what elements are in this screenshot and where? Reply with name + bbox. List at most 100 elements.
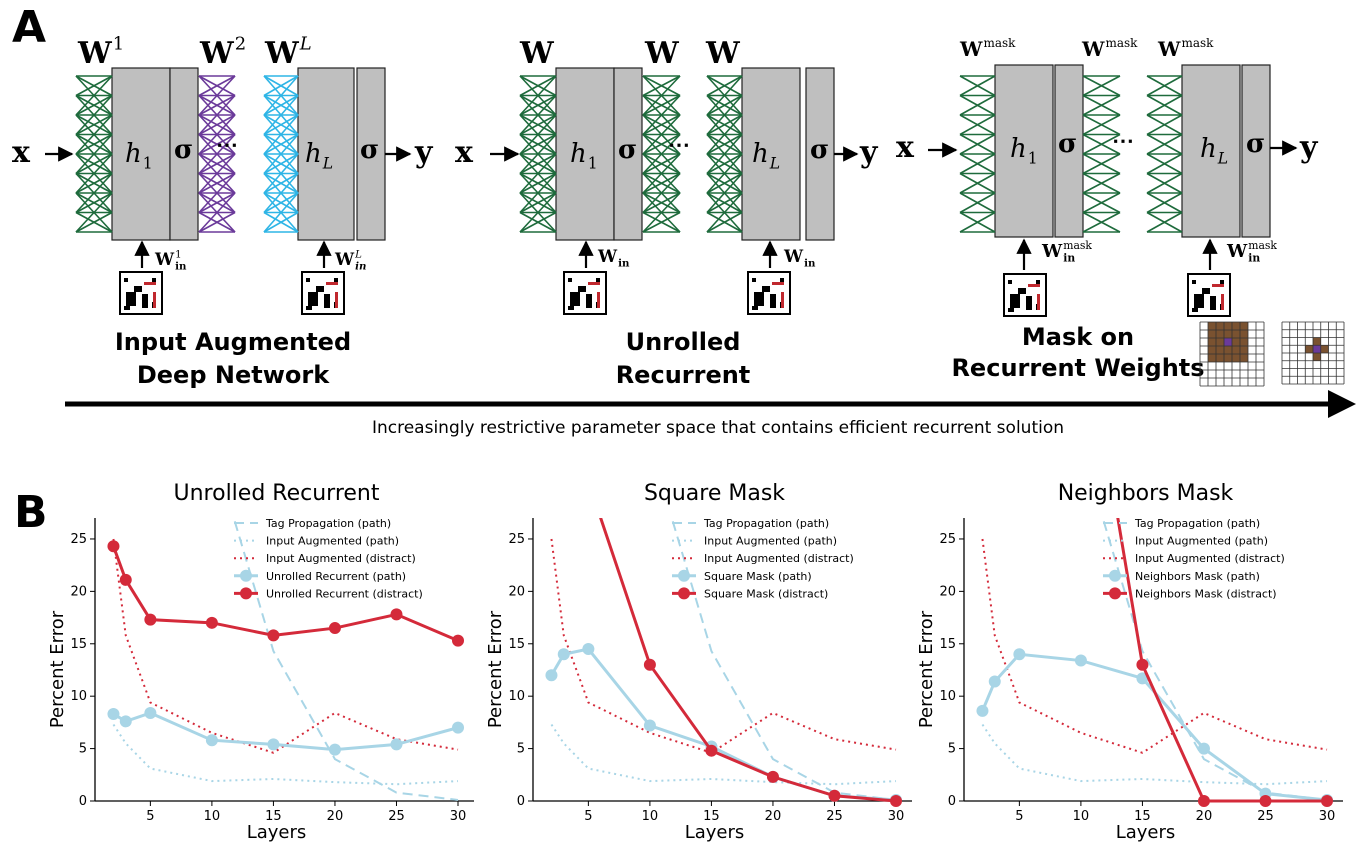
mask-cell — [1216, 322, 1224, 330]
x-tick-label: 5 — [584, 809, 592, 824]
maze-wall — [1008, 308, 1014, 312]
math-base: W — [77, 36, 113, 71]
math-label: Win — [783, 247, 816, 269]
math-label: σ — [1246, 129, 1265, 159]
maze-path — [1028, 284, 1040, 287]
legend-label: Neighbors Mask (path) — [1135, 570, 1260, 583]
y-tick-label: 20 — [70, 584, 87, 599]
maze-wall — [754, 292, 764, 306]
maze-icon — [748, 272, 790, 314]
mask-cell — [1224, 322, 1232, 330]
y-axis-label: Percent Error — [916, 610, 937, 728]
math-label: W1 — [77, 34, 124, 72]
maze-wall — [334, 278, 338, 282]
weight-connections — [76, 76, 112, 232]
legend-label: Tag Propagation (path) — [703, 517, 829, 530]
mask-cell — [1224, 346, 1232, 354]
math-sub: in — [1248, 252, 1260, 265]
y-tick-label: 5 — [517, 742, 525, 757]
data-point — [329, 744, 341, 756]
maze-wall — [306, 306, 312, 310]
maze-wall — [126, 292, 136, 306]
maze-wall — [1018, 288, 1026, 294]
legend-label: Input Augmented (path) — [266, 535, 399, 548]
data-point — [989, 676, 1001, 688]
maze-wall — [1036, 280, 1040, 284]
x-axis-label: Layers — [1116, 822, 1176, 843]
legend-marker — [678, 570, 690, 582]
x-tick-label: 15 — [703, 809, 720, 824]
math-label: y — [414, 135, 434, 170]
math-base: W — [644, 36, 680, 71]
data-point — [120, 574, 132, 586]
legend-label: Input Augmented (distract) — [704, 552, 854, 565]
maze-wall — [586, 294, 592, 308]
mask-cell — [1313, 345, 1321, 353]
section-title: Deep Network — [137, 361, 330, 389]
data-point — [644, 720, 656, 732]
weight-connections — [1147, 76, 1182, 232]
legend-label: Unrolled Recurrent (path) — [266, 570, 406, 583]
data-point — [1013, 648, 1025, 660]
data-point — [644, 659, 656, 671]
math-base: W — [597, 247, 618, 267]
math-sup: mask — [1063, 239, 1092, 252]
math-base: x — [12, 135, 31, 170]
mask-cell — [1208, 322, 1216, 330]
mask-cell — [1232, 346, 1240, 354]
maze-wall — [152, 278, 156, 282]
maze-icon — [564, 272, 606, 314]
mask-cell — [1240, 354, 1248, 362]
mask-cell — [1240, 330, 1248, 338]
math-label: Wmaskin — [1041, 239, 1092, 265]
x-tick-label: 30 — [1319, 809, 1336, 824]
maze-wall — [570, 292, 580, 306]
math-label: Wmask — [1081, 36, 1138, 61]
chart-title: Neighbors Mask — [1058, 481, 1234, 506]
caption: Increasingly restrictive parameter space… — [372, 418, 1064, 438]
maze-wall — [780, 278, 784, 282]
math-label: σ — [810, 135, 829, 165]
y-tick-label: 5 — [948, 742, 956, 757]
data-point — [767, 771, 779, 783]
figure: A B Increasingly restrictive parameter s… — [0, 0, 1358, 845]
mask-cell — [1232, 354, 1240, 362]
maze-wall — [762, 286, 770, 292]
section-title: Recurrent — [616, 361, 751, 389]
y-tick-label: 15 — [508, 637, 525, 652]
maze-wall — [124, 278, 128, 282]
math-label: ⋯ — [216, 132, 238, 158]
panel-label: B — [14, 487, 48, 538]
mask-grid — [1200, 322, 1264, 386]
maze-path — [1212, 284, 1224, 287]
mask-cell — [1208, 354, 1216, 362]
mask-cell — [1224, 330, 1232, 338]
legend-label: Neighbors Mask (distract) — [1135, 587, 1277, 600]
math-sup: mask — [983, 36, 1016, 50]
x-tick-label: 15 — [1134, 809, 1151, 824]
math-sub: 1 — [143, 155, 153, 173]
math-base: σ — [1058, 129, 1077, 159]
math-label: W1in — [154, 249, 187, 272]
mask-cell — [1240, 322, 1248, 330]
mask-cell — [1305, 345, 1313, 353]
math-sub: L — [322, 155, 333, 173]
y-tick-label: 5 — [79, 742, 87, 757]
data-point — [206, 734, 218, 746]
math-sup: L — [354, 249, 362, 260]
math-base: y — [414, 135, 434, 170]
maze-path — [153, 292, 156, 308]
maze-icon — [120, 272, 162, 314]
maze-wall — [578, 286, 586, 292]
y-tick-label: 0 — [948, 794, 956, 809]
legend-label: Tag Propagation (path) — [1134, 517, 1260, 530]
legend-label: Input Augmented (distract) — [1135, 552, 1285, 565]
mask-cell — [1232, 322, 1240, 330]
math-sup: L — [299, 34, 312, 55]
math-base: W — [334, 250, 355, 270]
math-sub: 1 — [588, 155, 598, 173]
maze-icon — [1188, 274, 1230, 316]
x-tick-label: 20 — [1196, 809, 1213, 824]
maze-wall — [308, 292, 318, 306]
maze-wall — [324, 294, 330, 308]
